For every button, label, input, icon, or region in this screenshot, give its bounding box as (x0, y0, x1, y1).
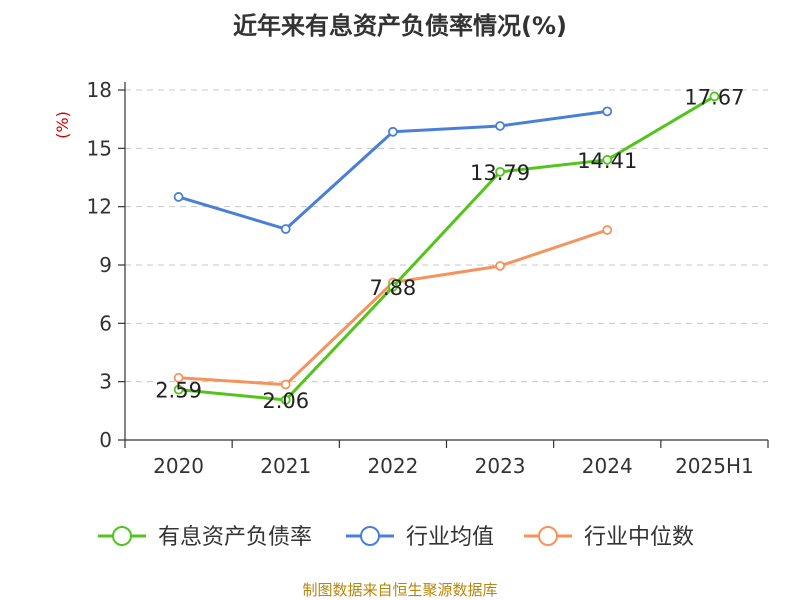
data-label: 14.41 (577, 149, 637, 173)
legend-label: 行业均值 (406, 525, 494, 550)
y-tick-label: 18 (87, 78, 112, 102)
series-line-2 (178, 228, 608, 387)
series-lines (173, 91, 720, 405)
data-point (388, 126, 398, 137)
data-point (388, 281, 398, 292)
series-line-0 (178, 95, 716, 402)
x-tick-label: 2022 (367, 454, 418, 478)
data-point (173, 384, 184, 395)
data-label: 17.67 (684, 85, 744, 109)
y-axis-label: (%) (53, 111, 72, 139)
y-tick-label: 3 (99, 370, 112, 394)
data-label: 2.59 (155, 379, 202, 403)
chart-title: 近年来有息资产负债率情况(%) (233, 12, 567, 40)
data-point (280, 395, 291, 405)
data-point (495, 261, 505, 271)
data-point (709, 91, 720, 102)
gridlines (125, 89, 768, 383)
data-point (495, 166, 505, 177)
data-label: 2.06 (262, 389, 309, 413)
data-label: 13.79 (470, 161, 530, 185)
legend-label: 有息资产负债率 (158, 525, 312, 550)
data-point (173, 372, 184, 383)
x-tick-label: 2020 (153, 454, 204, 478)
data-point (173, 192, 184, 202)
y-tick-label: 6 (99, 311, 112, 335)
x-tick-label: 2024 (582, 454, 633, 478)
legend-swatch-marker (360, 526, 380, 546)
data-labels: 2.59 2.06 7.88 13.79 14.41 17.67 (155, 85, 744, 413)
y-tick-label: 0 (99, 428, 112, 452)
x-tick-label: 2021 (260, 454, 311, 478)
data-point (602, 225, 613, 235)
data-point (280, 224, 291, 234)
legend-label: 行业中位数 (584, 525, 694, 550)
data-point (602, 154, 613, 165)
y-tick-label: 12 (87, 195, 112, 219)
x-tick-label: 2025H1 (675, 454, 754, 478)
data-point (280, 379, 291, 390)
legend: 有息资产负债率 行业均值 行业中位数 (98, 525, 694, 550)
data-point (602, 106, 613, 117)
y-tick-label: 15 (87, 136, 112, 160)
axes: 0 3 6 9 12 15 18 2020 2021 2022 2023 2024 2025H1 (87, 78, 769, 478)
source-note: 制图数据来自恒生聚源数据库 (302, 581, 497, 599)
legend-swatch-marker (538, 526, 558, 546)
y-tick-label: 9 (99, 253, 112, 277)
data-label: 7.88 (370, 276, 417, 300)
data-point (495, 121, 505, 131)
legend-swatch-marker (112, 526, 132, 546)
x-tick-label: 2023 (475, 454, 526, 478)
